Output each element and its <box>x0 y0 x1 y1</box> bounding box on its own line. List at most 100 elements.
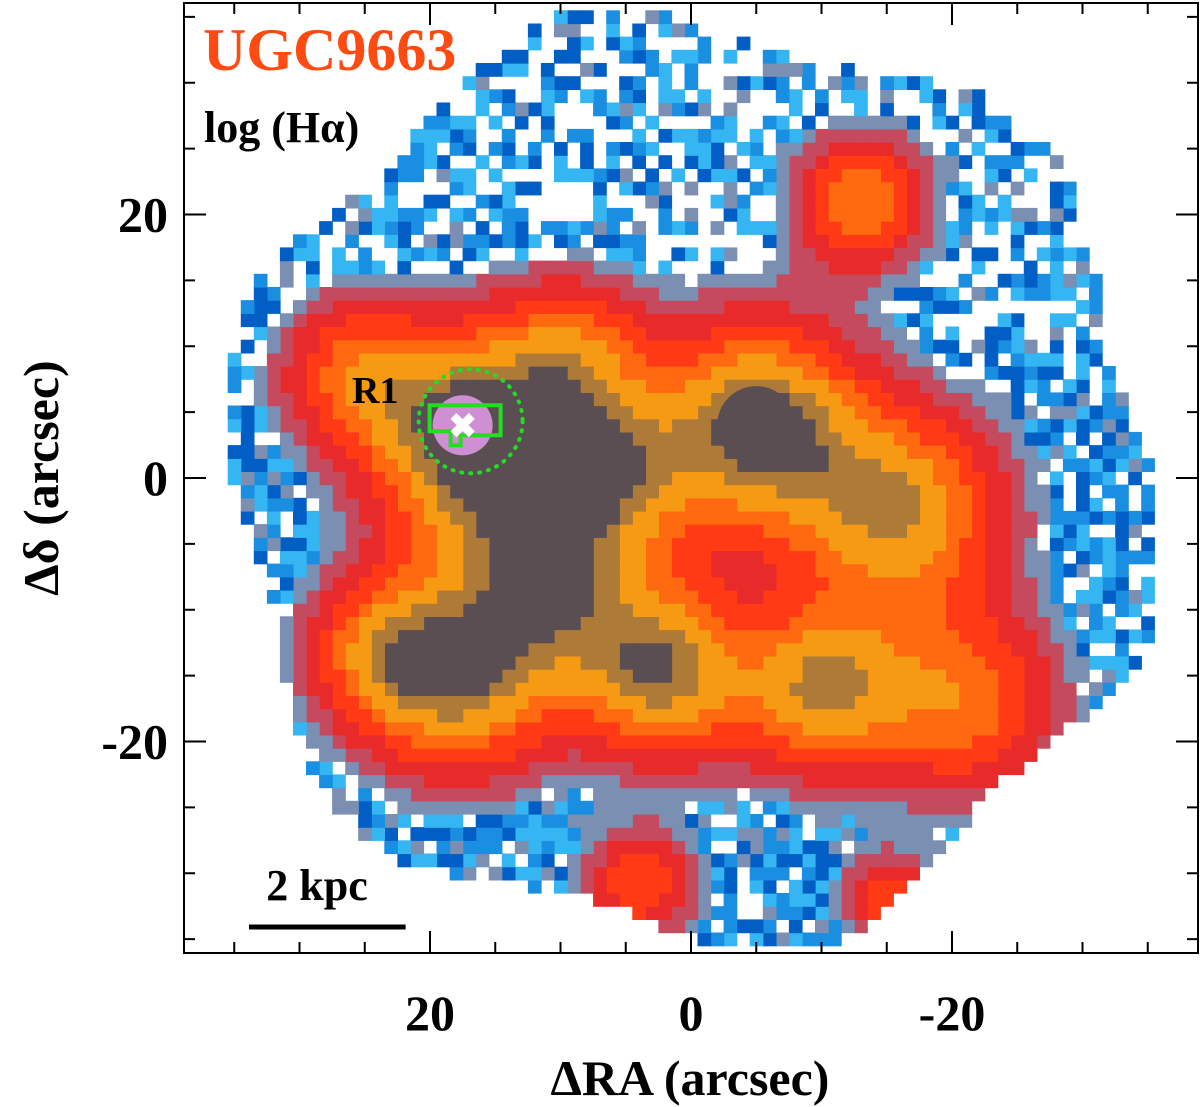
map-pixel <box>919 708 934 723</box>
map-pixel <box>423 431 438 446</box>
map-pixel <box>945 590 960 604</box>
map-pixel <box>554 484 568 499</box>
map-pixel <box>1062 181 1077 196</box>
map-pixel <box>697 405 712 420</box>
map-pixel <box>619 669 633 683</box>
map-pixel <box>240 458 255 472</box>
map-pixel <box>266 484 281 499</box>
map-pixel <box>893 550 907 565</box>
map-pixel <box>514 748 529 762</box>
map-pixel <box>645 115 659 130</box>
map-pixel <box>684 616 699 631</box>
map-pixel <box>1036 603 1051 617</box>
map-pixel <box>606 748 620 762</box>
map-pixel <box>893 800 907 815</box>
map-pixel <box>932 168 947 183</box>
map-pixel <box>828 748 842 762</box>
map-pixel <box>527 273 542 288</box>
map-pixel <box>841 181 855 196</box>
map-pixel <box>449 721 464 736</box>
map-pixel <box>567 603 581 617</box>
map-pixel <box>958 708 973 723</box>
map-pixel <box>828 181 842 196</box>
map-pixel <box>580 326 594 341</box>
map-pixel <box>397 510 412 525</box>
map-pixel <box>762 273 777 288</box>
map-pixel <box>606 590 620 604</box>
map-pixel <box>619 234 633 249</box>
map-pixel <box>958 576 973 591</box>
map-pixel <box>240 300 255 314</box>
map-pixel <box>371 458 385 472</box>
map-pixel <box>436 655 451 670</box>
map-pixel <box>958 655 973 670</box>
map-pixel <box>371 827 385 841</box>
map-pixel <box>854 207 868 222</box>
map-pixel <box>358 563 372 578</box>
map-pixel <box>1089 616 1103 631</box>
map-pixel <box>632 89 646 104</box>
map-pixel <box>436 168 451 183</box>
map-pixel <box>945 695 960 710</box>
map-pixel <box>632 708 646 723</box>
map-pixel <box>593 550 607 565</box>
map-pixel <box>788 853 803 868</box>
map-pixel <box>971 392 986 407</box>
map-pixel <box>514 761 529 776</box>
map-pixel <box>1023 168 1038 183</box>
map-pixel <box>1010 352 1025 367</box>
map-pixel <box>684 510 699 525</box>
map-pixel <box>906 800 920 815</box>
map-pixel <box>410 537 425 552</box>
map-pixel <box>358 748 372 762</box>
map-pixel <box>893 392 907 407</box>
map-pixel <box>449 221 464 235</box>
map-pixel <box>488 708 503 723</box>
map-pixel <box>671 814 686 828</box>
map-pixel <box>410 853 425 868</box>
map-pixel <box>1076 590 1090 604</box>
map-pixel <box>332 774 346 789</box>
map-pixel <box>384 300 398 314</box>
map-pixel <box>554 10 568 25</box>
map-pixel <box>684 207 699 222</box>
map-pixel <box>540 866 555 881</box>
map-pixel <box>462 708 477 723</box>
map-pixel <box>788 168 803 183</box>
map-pixel <box>436 128 451 143</box>
map-pixel <box>645 194 659 209</box>
map-pixel <box>332 484 346 499</box>
map-pixel <box>279 550 294 565</box>
map-pixel <box>841 418 855 433</box>
map-pixel <box>410 682 425 696</box>
map-pixel <box>658 919 673 934</box>
map-pixel <box>723 800 738 815</box>
map-pixel <box>1102 550 1116 565</box>
map-pixel <box>684 721 699 736</box>
map-pixel <box>736 682 751 696</box>
map-pixel <box>893 168 907 183</box>
map-pixel <box>880 458 894 472</box>
map-pixel <box>1089 458 1103 472</box>
map-pixel <box>880 682 894 696</box>
map-pixel <box>801 524 816 538</box>
map-pixel <box>462 787 477 802</box>
map-pixel <box>762 287 777 301</box>
map-pixel <box>462 590 477 604</box>
map-pixel <box>788 734 803 749</box>
map-pixel <box>880 405 894 420</box>
map-pixel <box>1089 655 1103 670</box>
map-pixel <box>775 932 790 947</box>
map-pixel <box>880 194 894 209</box>
map-pixel <box>527 23 542 38</box>
map-pixel <box>1102 616 1116 631</box>
map-pixel <box>1010 590 1025 604</box>
map-pixel <box>854 748 868 762</box>
map-pixel <box>658 366 673 380</box>
map-pixel <box>397 708 412 723</box>
map-pixel <box>723 721 738 736</box>
map-pixel <box>684 919 699 934</box>
map-pixel <box>632 405 646 420</box>
map-pixel <box>397 603 412 617</box>
map-pixel <box>580 853 594 868</box>
